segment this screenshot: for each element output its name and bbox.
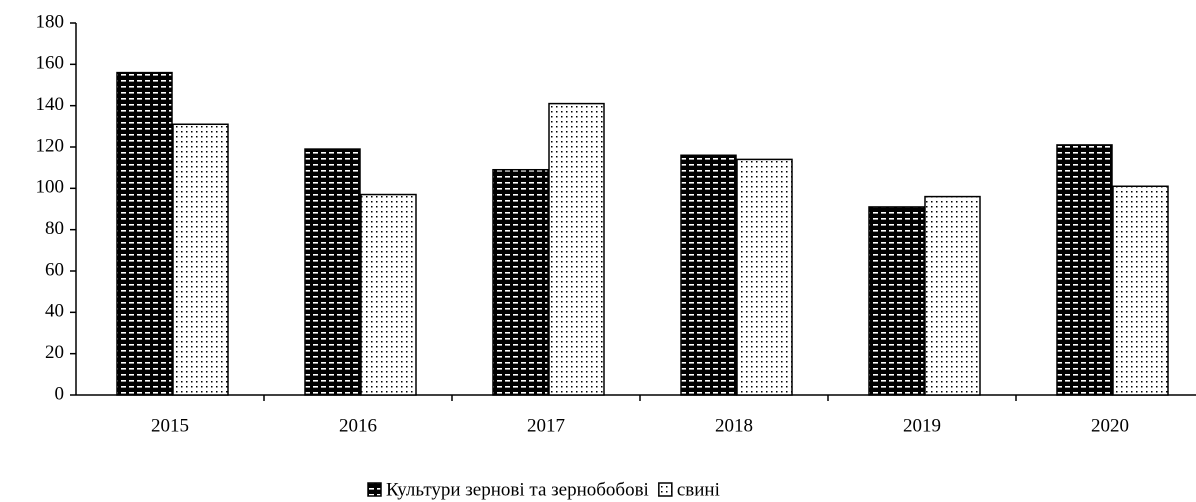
bar <box>736 158 793 396</box>
bar <box>868 206 925 396</box>
legend-label: Культури зернові та зернобобові <box>386 479 649 500</box>
bar <box>548 102 605 396</box>
legend-label: свині <box>677 479 720 500</box>
y-tick-label: 120 <box>36 135 65 156</box>
bar <box>360 193 417 396</box>
y-tick-label: 60 <box>45 259 64 280</box>
y-tick-label: 20 <box>45 342 64 363</box>
bar <box>492 168 549 396</box>
legend: Культури зернові та зернобобові свині <box>367 479 720 500</box>
x-tick-label: 2016 <box>339 415 377 436</box>
y-tick-label: 80 <box>45 218 64 239</box>
x-tick-label: 2019 <box>903 415 941 436</box>
y-tick-label: 0 <box>55 383 65 404</box>
y-tick-label: 40 <box>45 301 64 322</box>
legend-swatch <box>367 482 382 497</box>
legend-swatch <box>658 482 673 497</box>
x-tick-label: 2020 <box>1091 415 1129 436</box>
y-tick-label: 100 <box>36 177 65 198</box>
bar <box>116 71 173 396</box>
bar <box>680 154 737 396</box>
y-tick-label: 160 <box>36 53 65 74</box>
x-tick-label: 2017 <box>527 415 565 436</box>
y-tick-label: 180 <box>36 11 65 32</box>
x-tick-label: 2015 <box>151 415 189 436</box>
bar <box>304 148 361 396</box>
bar <box>1056 144 1113 396</box>
bar <box>172 123 229 396</box>
x-tick-label: 2018 <box>715 415 753 436</box>
bar <box>924 195 981 396</box>
y-tick-label: 140 <box>36 94 65 115</box>
bar <box>1112 185 1169 396</box>
